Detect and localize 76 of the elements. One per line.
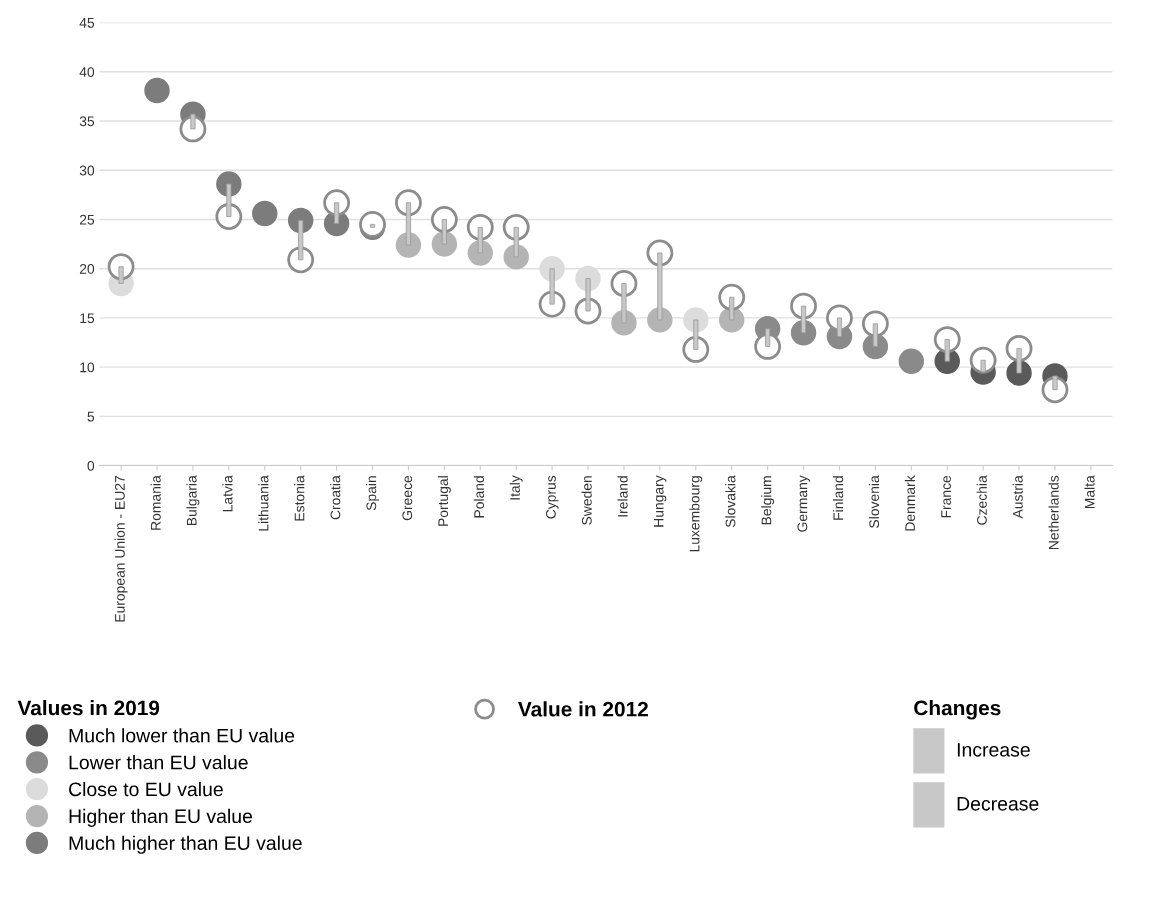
bar bbox=[872, 323, 878, 347]
bar bbox=[729, 296, 735, 321]
x-tick-label: Poland bbox=[473, 476, 484, 518]
bar bbox=[980, 359, 986, 373]
x-tick-label: Romania bbox=[150, 475, 161, 530]
x-tick-label: Czechia bbox=[976, 475, 987, 525]
text: Changes bbox=[914, 700, 1001, 720]
legend-label: Decrease bbox=[957, 797, 1039, 811]
bar bbox=[836, 317, 843, 338]
x-tick-label: Belgium bbox=[761, 476, 775, 525]
y-tick-label: 40 bbox=[79, 67, 95, 77]
x-tick-label: Slovenia bbox=[868, 475, 880, 528]
point bbox=[359, 210, 386, 238]
x-tick-label: Latvia bbox=[222, 475, 233, 512]
x-tick-label: Hungary bbox=[653, 475, 667, 527]
bar bbox=[369, 223, 376, 228]
bar bbox=[441, 219, 447, 245]
bar bbox=[513, 226, 519, 258]
legend-title: Values in 2019 bbox=[17, 700, 160, 716]
bar bbox=[334, 202, 340, 224]
y-tick-label: 25 bbox=[79, 214, 95, 225]
x-tick-label: Denmark bbox=[904, 475, 916, 531]
y-tick-label: 35 bbox=[79, 116, 95, 127]
bar bbox=[1052, 375, 1058, 391]
bar bbox=[621, 283, 627, 324]
y-tick-label: 10 bbox=[80, 362, 95, 373]
y-tick-label: 15 bbox=[80, 313, 95, 324]
legend-label: Much higher than EU value bbox=[69, 835, 302, 854]
bar bbox=[800, 305, 807, 334]
x-tick-label: Estonia bbox=[294, 475, 305, 521]
bar bbox=[657, 252, 663, 321]
legend-label: Much lower than EU value bbox=[69, 728, 295, 743]
bar bbox=[693, 319, 699, 350]
point bbox=[144, 77, 170, 104]
bar bbox=[298, 220, 304, 261]
legend-label: Increase bbox=[957, 743, 1030, 757]
y-tick-label: 45 bbox=[79, 18, 95, 28]
y-tick-label: 5 bbox=[87, 411, 95, 422]
x-tick-label: Austria bbox=[1012, 475, 1023, 519]
bar bbox=[765, 328, 771, 347]
x-tick-label: Spain bbox=[366, 476, 379, 511]
x-tick-label: Croatia bbox=[330, 475, 341, 520]
y-tick-label: 30 bbox=[79, 165, 95, 176]
x-tick-label: France bbox=[941, 475, 951, 518]
legend-label: Lower than EU value bbox=[69, 755, 248, 770]
x-tick-label: Bulgaria bbox=[186, 475, 200, 526]
bar bbox=[585, 278, 591, 312]
legend-label: Value in 2012 bbox=[518, 701, 648, 717]
bar bbox=[1016, 348, 1022, 374]
point bbox=[898, 348, 925, 374]
x-tick-label: Portugal bbox=[437, 476, 451, 526]
y-tick-label: 20 bbox=[79, 264, 95, 274]
point bbox=[252, 200, 278, 227]
x-tick-label: Greece bbox=[402, 475, 413, 521]
x-tick-label: Finland bbox=[832, 476, 844, 520]
x-tick-label: European Union - EU27 bbox=[114, 475, 128, 622]
x-tick-label: Malta bbox=[1084, 475, 1095, 509]
x-tick-label: Ireland bbox=[617, 476, 628, 517]
x-tick-label: Slovakia bbox=[725, 475, 736, 528]
legend-label: Higher than EU value bbox=[69, 808, 253, 827]
x-tick-label: Luxembourg bbox=[689, 476, 703, 552]
x-tick-label: Germany bbox=[797, 475, 811, 532]
legend-label: Close to EU value bbox=[69, 781, 223, 797]
x-tick-label: Lithuania bbox=[258, 475, 269, 531]
bar bbox=[226, 183, 232, 217]
bar bbox=[477, 226, 483, 254]
x-tick-label: Netherlands bbox=[1048, 475, 1059, 550]
x-tick-label: Sweden bbox=[581, 476, 592, 525]
bar bbox=[944, 339, 950, 362]
x-tick-label: Italy bbox=[509, 475, 523, 500]
bar bbox=[549, 268, 555, 305]
bar bbox=[118, 266, 124, 284]
x-tick-label: Cyprus bbox=[546, 475, 559, 519]
bar bbox=[405, 202, 412, 246]
bar bbox=[190, 113, 196, 130]
y-tick-label: 0 bbox=[87, 460, 95, 471]
